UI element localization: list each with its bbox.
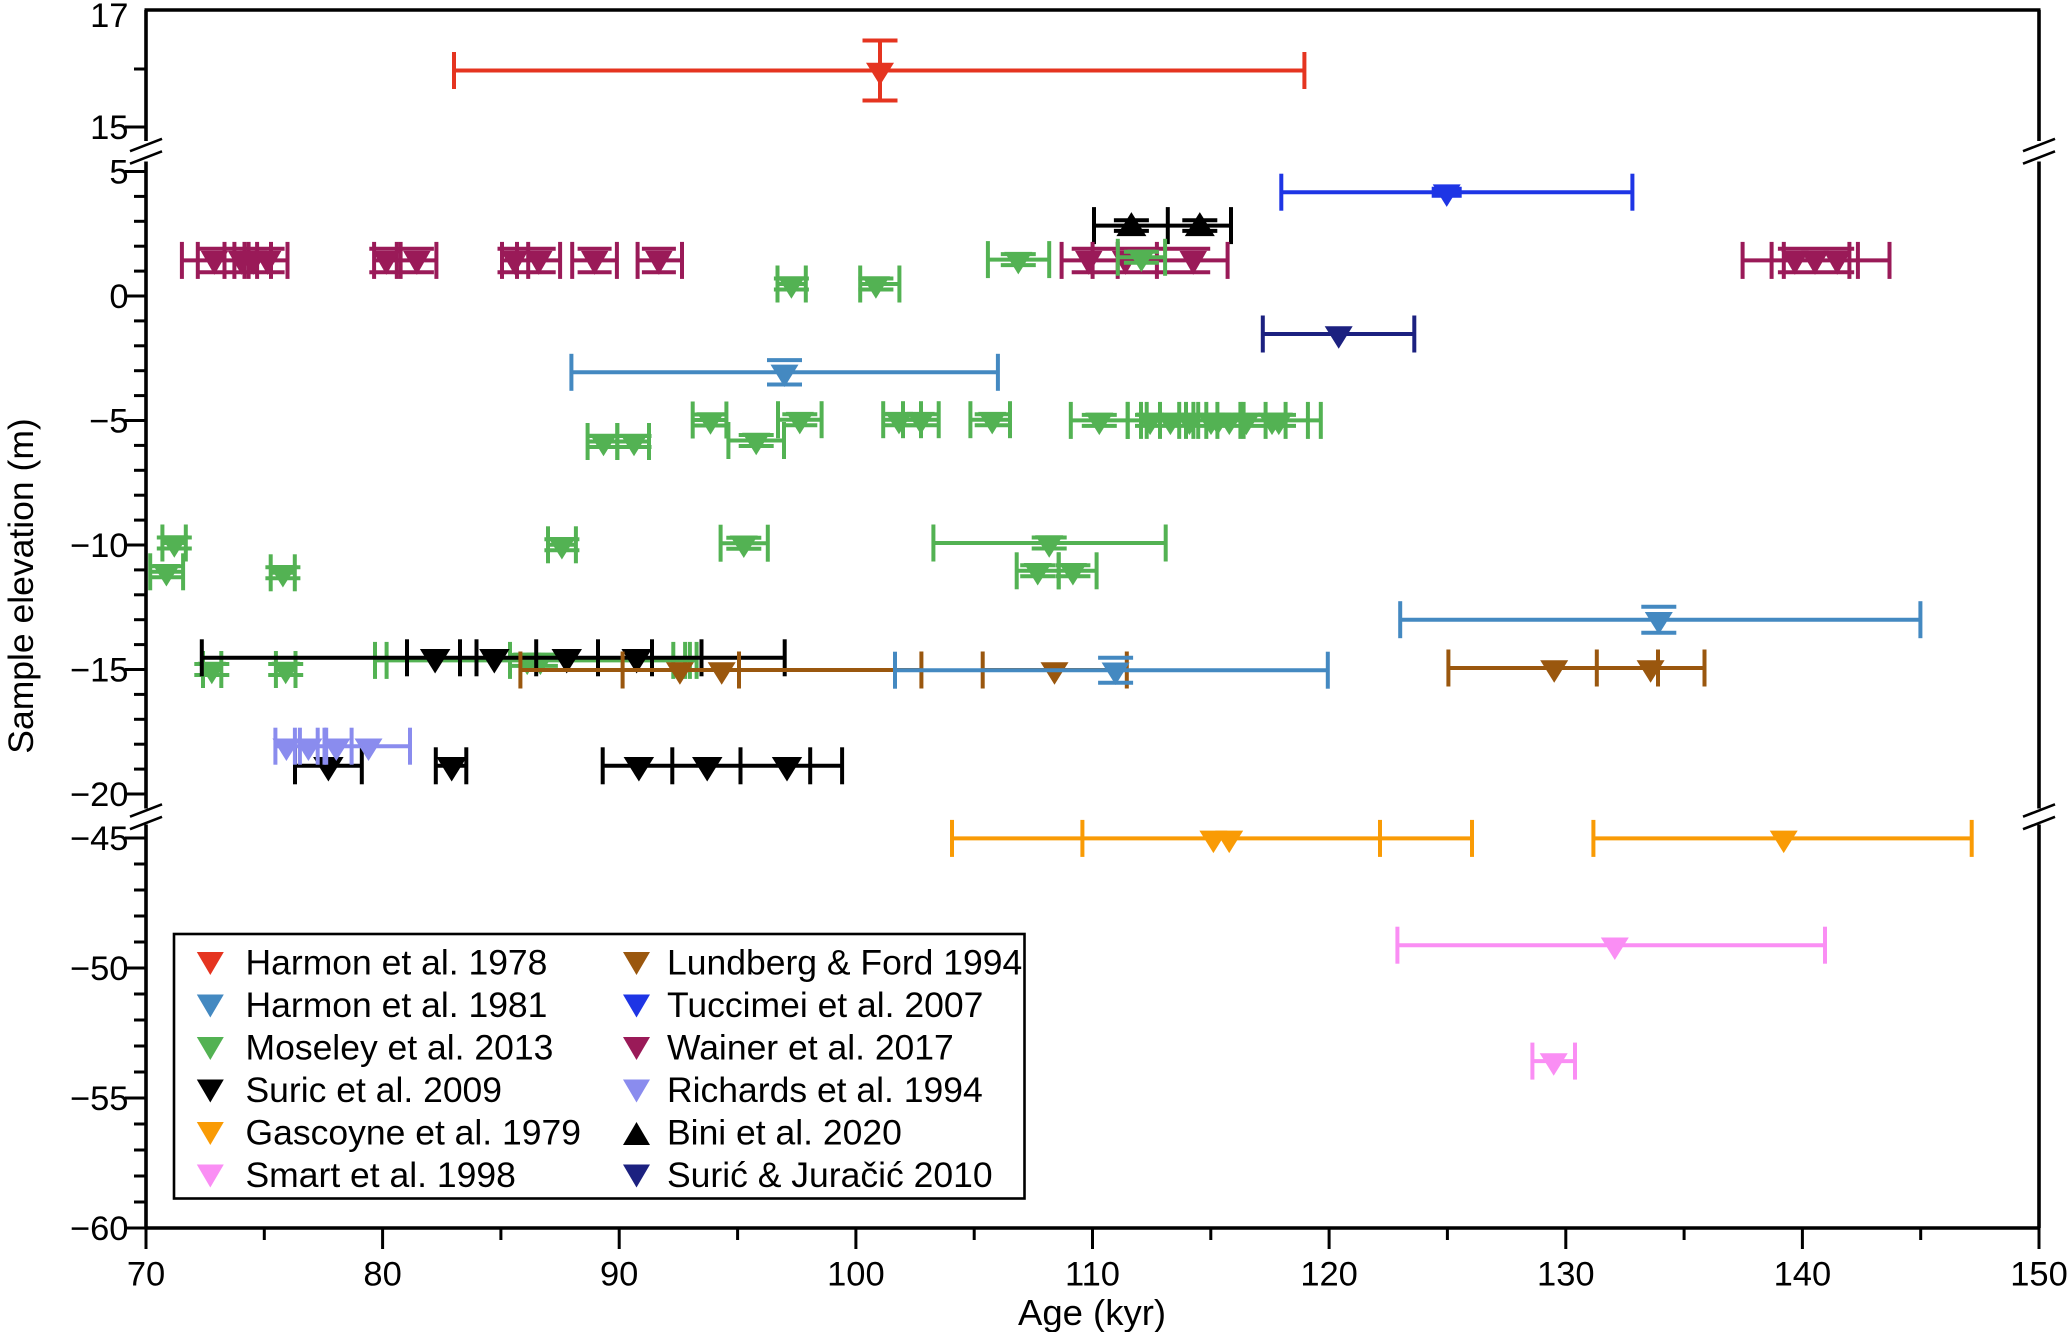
svg-text:Bini et al. 2020: Bini et al. 2020 <box>667 1112 902 1152</box>
svg-text:Wainer et al. 2017: Wainer et al. 2017 <box>667 1027 954 1067</box>
svg-text:−20: −20 <box>70 776 129 814</box>
svg-text:Lundberg & Ford 1994: Lundberg & Ford 1994 <box>667 942 1022 982</box>
svg-text:−10: −10 <box>70 527 129 565</box>
svg-text:100: 100 <box>827 1256 885 1294</box>
svg-text:5: 5 <box>109 154 128 192</box>
svg-text:130: 130 <box>1537 1256 1595 1294</box>
svg-text:90: 90 <box>600 1256 638 1294</box>
svg-text:−50: −50 <box>70 950 129 988</box>
svg-text:Tuccimei et al. 2007: Tuccimei et al. 2007 <box>667 985 983 1025</box>
svg-text:−5: −5 <box>89 403 128 441</box>
svg-text:Sample elevation (m): Sample elevation (m) <box>1 418 41 753</box>
svg-text:Suric et al. 2009: Suric et al. 2009 <box>246 1070 503 1110</box>
svg-text:0: 0 <box>109 278 128 316</box>
svg-text:Moseley et al. 2013: Moseley et al. 2013 <box>246 1027 554 1067</box>
svg-text:Harmon et al. 1978: Harmon et al. 1978 <box>246 942 548 982</box>
svg-text:Gascoyne et al. 1979: Gascoyne et al. 1979 <box>246 1112 582 1152</box>
svg-text:110: 110 <box>1065 1256 1120 1294</box>
svg-text:Harmon et al. 1981: Harmon et al. 1981 <box>246 985 548 1025</box>
svg-text:15: 15 <box>90 109 128 147</box>
svg-text:Smart et al. 1998: Smart et al. 1998 <box>246 1155 516 1195</box>
svg-text:80: 80 <box>363 1256 401 1294</box>
svg-text:Surić & Juračić 2010: Surić & Juračić 2010 <box>667 1155 993 1195</box>
svg-text:Age (kyr): Age (kyr) <box>1018 1292 1166 1332</box>
svg-text:120: 120 <box>1300 1256 1358 1294</box>
svg-text:Richards et al. 1994: Richards et al. 1994 <box>667 1070 983 1110</box>
svg-text:17: 17 <box>90 0 128 35</box>
svg-text:−15: −15 <box>70 652 129 690</box>
svg-text:70: 70 <box>127 1256 165 1294</box>
svg-text:−45: −45 <box>70 820 129 858</box>
svg-text:140: 140 <box>1774 1256 1832 1294</box>
svg-text:150: 150 <box>2010 1256 2067 1294</box>
svg-text:−60: −60 <box>70 1210 129 1248</box>
svg-text:−55: −55 <box>70 1080 129 1118</box>
